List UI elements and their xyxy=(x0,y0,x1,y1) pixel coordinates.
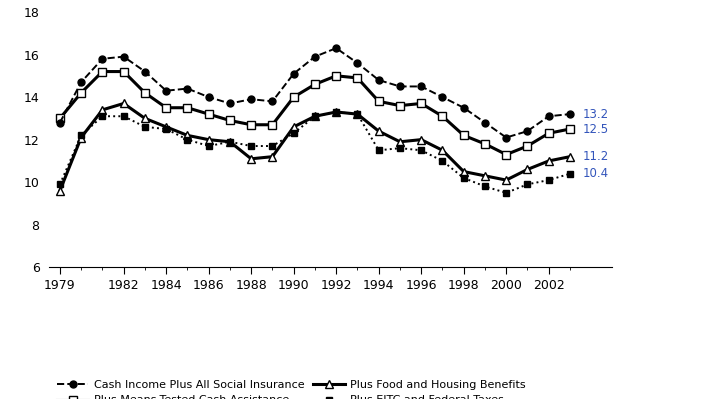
Text: 12.5: 12.5 xyxy=(583,122,609,136)
Text: 11.2: 11.2 xyxy=(583,150,609,163)
Legend: Cash Income Plus All Social Insurance, Plus Means-Tested Cash Assistance, Plus F: Cash Income Plus All Social Insurance, P… xyxy=(53,375,530,399)
Text: 13.2: 13.2 xyxy=(583,108,609,120)
Text: 10.4: 10.4 xyxy=(583,167,609,180)
